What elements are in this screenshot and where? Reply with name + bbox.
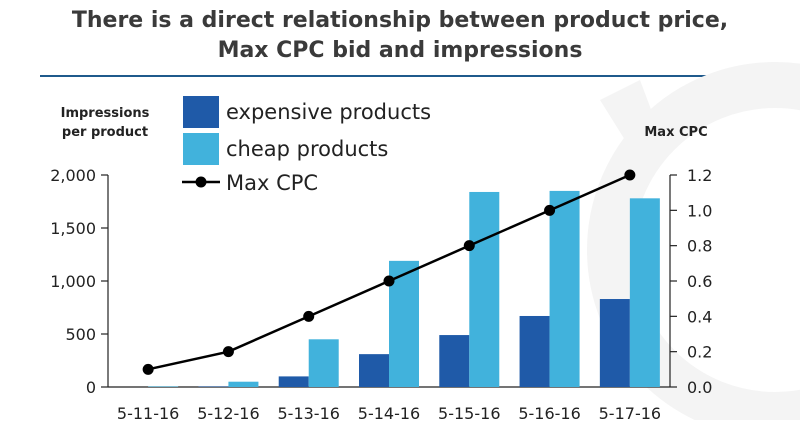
max-cpc-point <box>142 363 154 375</box>
left-tick-label: 1,000 <box>50 272 96 291</box>
line-layer <box>142 169 636 375</box>
x-tick-label: 5-17-16 <box>599 404 661 423</box>
right-tick-label: 0.8 <box>687 237 712 256</box>
bar-cheap <box>228 381 259 387</box>
legend-label-max-cpc: Max CPC <box>226 171 318 195</box>
title-divider <box>40 75 758 77</box>
right-tick-label: 1.0 <box>687 201 712 220</box>
left-axis-title-line-2: per product <box>62 125 148 140</box>
x-tick-label: 5-12-16 <box>197 404 259 423</box>
bar-expensive <box>439 335 470 387</box>
chart-title-line-2: Max CPC bid and impressions <box>217 38 583 63</box>
x-tick-label: 5-15-16 <box>438 404 500 423</box>
legend-label-expensive: expensive products <box>226 100 431 124</box>
bars-layer <box>148 190 660 387</box>
max-cpc-point <box>544 204 556 216</box>
right-axis-title: Max CPC <box>644 125 707 140</box>
left-tick-label: 1,500 <box>50 219 96 238</box>
chart-title: There is a direct relationship between p… <box>0 6 800 66</box>
legend-marker-max-cpc <box>195 176 207 188</box>
legend-label-cheap: cheap products <box>226 137 388 161</box>
bar-expensive <box>599 299 630 387</box>
right-tick-label: 0.2 <box>687 343 712 362</box>
bar-expensive <box>198 386 229 387</box>
bar-cheap <box>549 190 580 387</box>
bar-cheap <box>148 386 179 387</box>
left-tick-label: 0 <box>86 378 96 397</box>
legend-swatch-expensive <box>183 96 219 128</box>
bar-cheap <box>469 191 500 387</box>
bar-expensive <box>519 315 550 387</box>
right-tick-label: 0.6 <box>687 272 712 291</box>
left-tick-label: 500 <box>65 325 96 344</box>
bar-expensive <box>278 376 309 387</box>
right-tick-label: 0.0 <box>687 378 712 397</box>
bar-expensive <box>359 354 389 387</box>
legend: expensive products cheap products Max CPC <box>182 96 431 195</box>
left-axis-title-line-1: Impressions <box>61 106 150 121</box>
chart-title-line-1: There is a direct relationship between p… <box>71 8 729 33</box>
max-cpc-point <box>463 240 475 252</box>
max-cpc-point <box>383 275 395 287</box>
right-tick-label: 1.2 <box>687 166 712 185</box>
max-cpc-point <box>624 169 636 181</box>
watermark-logo <box>587 62 800 420</box>
right-tick-label: 0.4 <box>687 307 712 326</box>
bar-cheap <box>629 198 660 387</box>
bar-cheap <box>308 339 339 387</box>
x-tick-label: 5-13-16 <box>277 404 339 423</box>
max-cpc-point <box>222 346 234 358</box>
legend-swatch-cheap <box>183 133 219 165</box>
left-tick-label: 2,000 <box>50 166 96 185</box>
max-cpc-point <box>303 310 315 322</box>
x-tick-label: 5-11-16 <box>117 404 179 423</box>
x-tick-label: 5-14-16 <box>358 404 420 423</box>
x-tick-label: 5-16-16 <box>518 404 580 423</box>
